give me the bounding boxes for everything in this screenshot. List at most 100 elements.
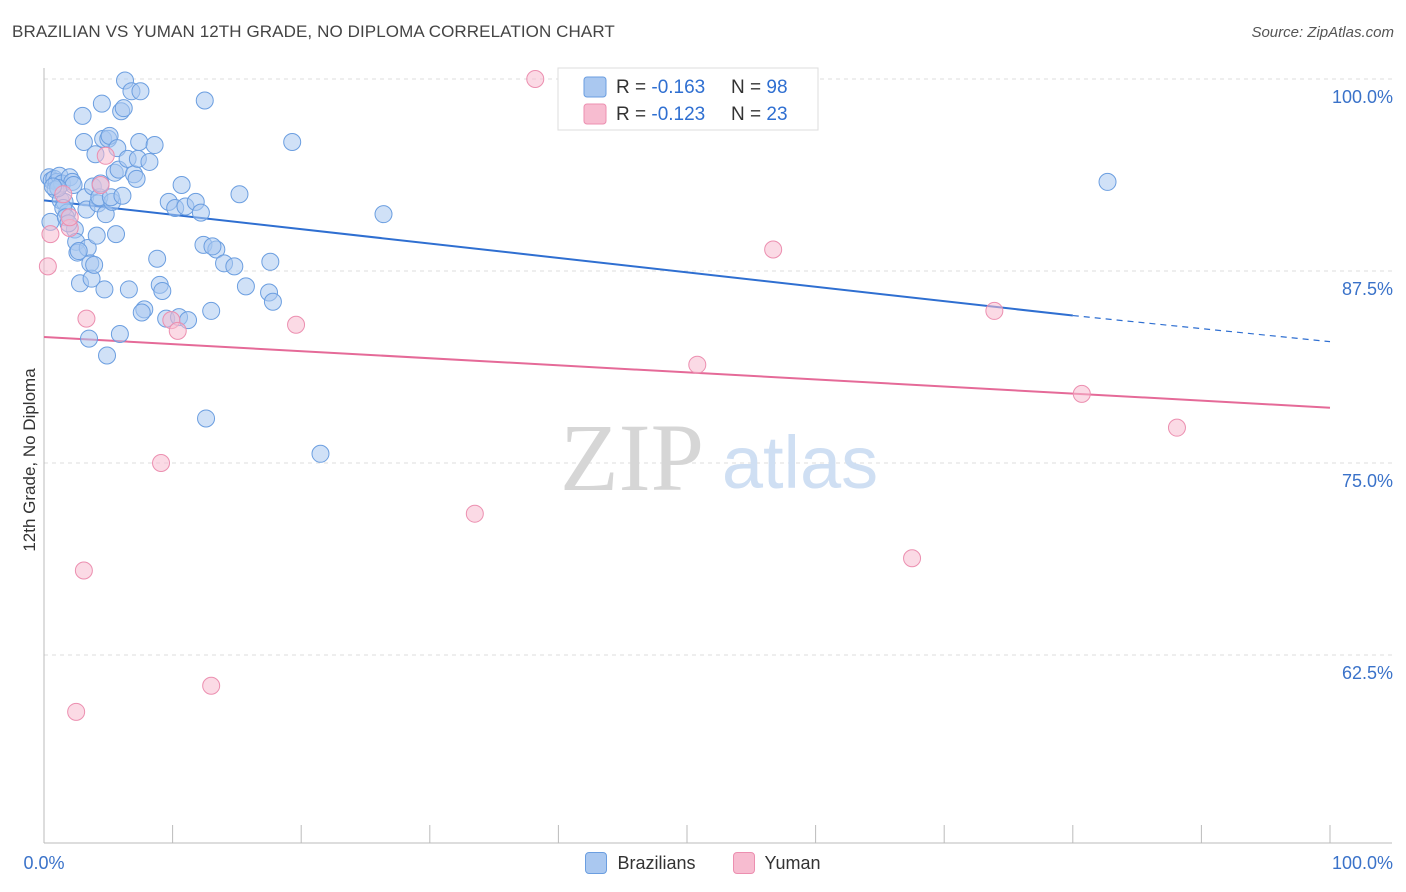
point-yuman-0 (38, 257, 57, 276)
point-brazilians-19 (73, 106, 92, 125)
point-yuman-5 (74, 561, 93, 580)
legend-swatch-brazilians (583, 76, 607, 98)
point-brazilians-24 (80, 329, 99, 348)
point-yuman-8 (91, 175, 110, 194)
trend-line-brazilians-extension (1072, 314, 1331, 343)
svg-text:N = 98: N = 98 (731, 77, 788, 98)
point-brazilians-74 (202, 301, 221, 320)
point-yuman-10 (152, 454, 171, 472)
x-tick-label-1: 100.0% (1332, 853, 1393, 873)
point-yuman-7 (67, 702, 86, 721)
point-yuman-19 (903, 549, 922, 568)
point-yuman-9 (96, 146, 115, 165)
tick-labels: 100.0% 87.5% 75.0% 62.5% 0.0% 100.0% (23, 87, 1393, 873)
point-yuman-12 (168, 321, 187, 340)
point-brazilians-56 (131, 82, 150, 101)
point-brazilians-53 (127, 169, 146, 188)
series-yuman (38, 70, 1186, 721)
y-tick-label-1: 87.5% (1342, 279, 1393, 299)
legend-box: R = -0.163 N = 98 R = -0.123 N = 23 (557, 67, 819, 131)
legend-label-yuman: Yuman (764, 852, 821, 873)
point-yuman-13 (202, 676, 221, 695)
point-brazilians-83 (311, 444, 330, 463)
point-brazilians-60 (148, 249, 167, 268)
point-yuman-4 (60, 208, 79, 227)
svg-text:R = -0.163: R = -0.163 (616, 77, 705, 98)
point-yuman-6 (77, 309, 96, 328)
point-brazilians-67 (172, 175, 191, 194)
bottom-legend: Brazilians Yuman (0, 852, 1406, 879)
chart-title: BRAZILIAN VS YUMAN 12TH GRADE, NO DIPLOM… (12, 22, 615, 41)
legend-r-label-1: R = (616, 77, 651, 98)
legend-item-yuman: Yuman (732, 852, 821, 874)
point-brazilians-93 (113, 186, 132, 205)
point-yuman-22 (1167, 418, 1186, 437)
legend-swatch-yuman (583, 103, 607, 125)
legend-r-label-2: R = (616, 104, 651, 125)
legend-n-label-2: N = (731, 104, 766, 125)
y-tick-label-3: 62.5% (1342, 663, 1393, 683)
point-brazilians-30 (87, 226, 106, 245)
point-brazilians-82 (283, 132, 302, 151)
point-brazilians-58 (140, 152, 159, 171)
point-brazilians-72 (195, 91, 214, 110)
svg-text:N = 23: N = 23 (731, 104, 788, 125)
point-brazilians-73 (197, 409, 216, 428)
point-brazilians-80 (261, 252, 280, 271)
point-brazilians-47 (114, 99, 133, 118)
y-axis-label: 12th Grade, No Diploma (20, 368, 39, 552)
point-brazilians-81 (263, 292, 282, 311)
point-brazilians-42 (107, 225, 126, 244)
point-brazilians-91 (69, 242, 88, 261)
point-brazilians-59 (145, 136, 164, 155)
grid-lines (44, 78, 1392, 656)
point-yuman-20 (985, 301, 1004, 320)
trend-line-brazilians (43, 199, 1073, 317)
legend-n-value-2: 23 (766, 104, 787, 125)
point-yuman-2 (54, 185, 73, 204)
point-brazilians-35 (95, 280, 114, 299)
point-yuman-17 (688, 355, 707, 374)
watermark-atlas: atlas (722, 421, 878, 504)
watermark-zip: ZIP (560, 404, 704, 511)
legend-label-brazilians: Brazilians (617, 852, 696, 873)
point-brazilians-84 (374, 205, 393, 224)
legend-swatch-blue (585, 852, 608, 874)
legend-r-value-1: -0.163 (651, 77, 705, 98)
x-tick-label-0: 0.0% (23, 853, 64, 873)
point-brazilians-96 (203, 237, 222, 256)
legend-n-label-1: N = (731, 77, 766, 98)
axes (43, 68, 1392, 844)
point-brazilians-28 (85, 255, 104, 274)
point-brazilians-85 (1098, 172, 1117, 191)
point-yuman-14 (287, 315, 306, 334)
point-brazilians-77 (230, 185, 249, 204)
point-brazilians-50 (119, 280, 138, 299)
point-brazilians-97 (225, 257, 244, 276)
point-brazilians-33 (92, 94, 111, 113)
legend-r-value-2: -0.123 (651, 104, 705, 125)
point-brazilians-55 (130, 132, 149, 151)
point-brazilians-70 (191, 203, 210, 222)
point-brazilians-94 (132, 303, 151, 322)
point-brazilians-37 (98, 346, 117, 365)
point-yuman-1 (41, 225, 60, 244)
legend-n-value-1: 98 (766, 77, 787, 98)
point-yuman-21 (1072, 384, 1091, 403)
point-brazilians-62 (153, 281, 172, 300)
trend-line-yuman (43, 336, 1331, 409)
point-yuman-18 (764, 240, 783, 259)
source-label: Source: ZipAtlas.com (1251, 24, 1394, 41)
svg-text:R = -0.123: R = -0.123 (616, 104, 705, 125)
watermark: ZIP atlas (560, 404, 878, 511)
legend-swatch-pink (732, 852, 755, 874)
point-brazilians-78 (236, 277, 255, 296)
point-brazilians-20 (74, 132, 93, 151)
trend-lines (43, 199, 1331, 409)
point-yuman-15 (465, 504, 484, 523)
point-yuman-16 (526, 70, 545, 88)
y-tick-label-2: 75.0% (1342, 471, 1393, 491)
point-brazilians-45 (110, 324, 129, 343)
y-tick-label-0: 100.0% (1332, 87, 1393, 107)
